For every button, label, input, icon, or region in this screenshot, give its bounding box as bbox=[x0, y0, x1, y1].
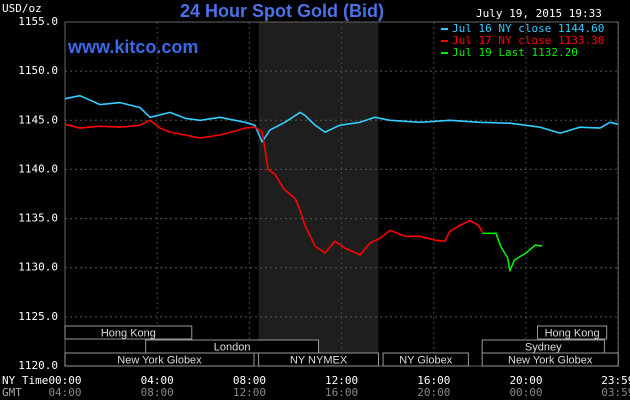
x-axis-label: NY Time bbox=[2, 374, 48, 387]
chart-title: 24 Hour Spot Gold (Bid) bbox=[180, 1, 384, 21]
y-axis-label: USD/oz bbox=[2, 2, 42, 15]
y-tick-label: 1155.0 bbox=[18, 15, 58, 28]
session-label: London bbox=[214, 341, 251, 353]
session-label: New York Globex bbox=[508, 354, 593, 366]
x2-tick-label: 00:00 bbox=[509, 386, 542, 399]
timestamp: July 19, 2015 19:33 bbox=[476, 7, 602, 20]
plot-layer bbox=[64, 21, 619, 367]
series-line bbox=[482, 232, 543, 272]
x2-tick-label: 08:00 bbox=[141, 386, 174, 399]
y-tick-label: 1140.0 bbox=[18, 162, 58, 175]
legend-label: Jul 19 Last 1132.20 bbox=[452, 46, 578, 59]
session-box bbox=[382, 352, 469, 367]
shaded-session bbox=[258, 22, 379, 366]
series-line bbox=[64, 119, 483, 256]
x-tick-label: 12:00 bbox=[325, 374, 358, 387]
session-box bbox=[258, 352, 379, 367]
x-tick-label: 08:00 bbox=[233, 374, 266, 387]
watermark: www.kitco.com bbox=[67, 37, 198, 57]
session-label: NY Globex bbox=[399, 354, 452, 366]
session-label: NY NYMEX bbox=[290, 354, 348, 366]
session-box bbox=[64, 325, 193, 340]
legend-label: Jul 16 NY close 1144.60 bbox=[452, 22, 604, 35]
x2-tick-label: 20:00 bbox=[417, 386, 450, 399]
x2-tick-label: 04:00 bbox=[48, 386, 81, 399]
x-tick-label: 00:00 bbox=[48, 374, 81, 387]
session-label: New York Globex bbox=[117, 354, 202, 366]
session-box bbox=[537, 325, 608, 340]
x2-tick-label: 16:00 bbox=[325, 386, 358, 399]
x-tick-label: 23:59 bbox=[601, 374, 630, 387]
x2-tick-label: 12:00 bbox=[233, 386, 266, 399]
session-label: Hong Kong bbox=[101, 327, 156, 339]
legend-label: Jul 17 NY close 1133.30 bbox=[452, 34, 604, 47]
session-box bbox=[64, 352, 255, 367]
session-label: Sydney bbox=[525, 341, 562, 353]
y-tick-label: 1130.0 bbox=[18, 261, 58, 274]
series-line bbox=[64, 94, 619, 143]
y-tick-label: 1145.0 bbox=[18, 113, 58, 126]
x-tick-label: 04:00 bbox=[141, 374, 174, 387]
y-tick-label: 1150.0 bbox=[18, 64, 58, 77]
session-label: Hong Kong bbox=[545, 327, 600, 339]
x2-tick-label: 03:59 bbox=[601, 386, 630, 399]
y-tick-label: 1125.0 bbox=[18, 310, 58, 323]
y-tick-label: 1135.0 bbox=[18, 212, 58, 225]
y-tick-label: 1120.0 bbox=[18, 359, 58, 372]
x2-axis-label: GMT bbox=[2, 386, 22, 399]
session-box bbox=[481, 352, 619, 367]
x-tick-label: 20:00 bbox=[509, 374, 542, 387]
x-tick-label: 16:00 bbox=[417, 374, 450, 387]
